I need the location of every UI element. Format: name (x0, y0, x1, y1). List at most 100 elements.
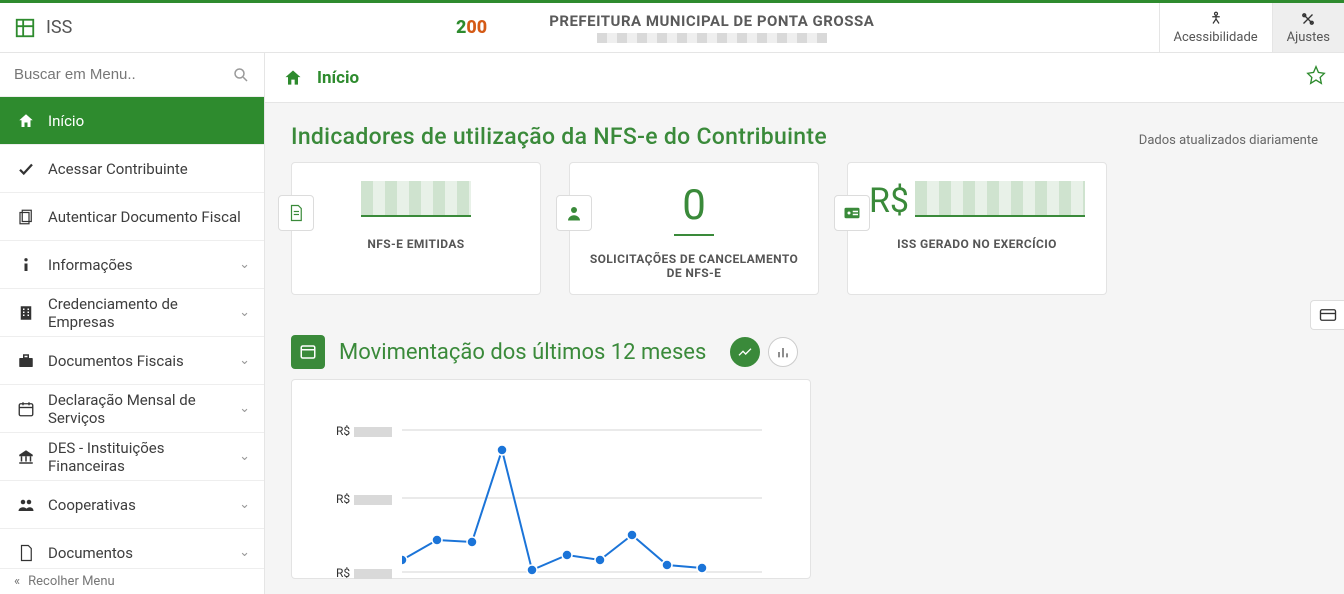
chevron-down-icon: ⌄ (239, 545, 250, 560)
sidebar-item-label: Autenticar Documento Fiscal (48, 208, 250, 226)
collapse-chevrons-icon: « (14, 574, 20, 589)
idcard-icon (834, 195, 870, 231)
card-icon (1319, 308, 1337, 322)
chart-box: R$ R$ R$ (291, 379, 811, 579)
chevron-down-icon: ⌄ (239, 401, 250, 416)
settings-label: Ajustes (1287, 30, 1330, 45)
indicators-header: Indicadores de utilização da NFS-e do Co… (291, 123, 1318, 150)
menu-search-input[interactable] (14, 66, 214, 83)
favorite-star[interactable] (1306, 65, 1326, 90)
sidebar-item-label: DES - Instituições Financeiras (48, 439, 239, 475)
breadcrumb-title: Início (317, 68, 359, 88)
header-left: ISS (0, 17, 265, 39)
chart-title: Movimentação dos últimos 12 meses (339, 340, 706, 365)
doc-icon (278, 195, 314, 231)
check-icon (14, 160, 38, 178)
files-icon (14, 208, 38, 226)
sidebar-item-4[interactable]: Credenciamento de Empresas⌄ (0, 289, 264, 337)
chart-toggle-group (730, 337, 798, 367)
chevron-down-icon: ⌄ (239, 497, 250, 512)
card-cancelamento[interactable]: 0 SOLICITAÇÕES DE CANCELAMENTO DE NFS-E (569, 162, 819, 295)
logo-part-b: 00 (466, 17, 487, 38)
sidebar-item-3[interactable]: Informações⌄ (0, 241, 264, 289)
card-nfse-emitidas[interactable]: NFS-E EMITIDAS (291, 162, 541, 295)
accessibility-button[interactable]: Acessibilidade (1160, 3, 1272, 52)
sidebar-item-label: Declaração Mensal de Serviços (48, 391, 239, 427)
bar-chart-icon (775, 344, 791, 360)
toggle-bar-chart[interactable] (768, 337, 798, 367)
chevron-down-icon: ⌄ (239, 257, 250, 272)
card-label: ISS GERADO NO EXERCÍCIO (866, 237, 1088, 251)
bank-icon (14, 448, 38, 466)
sidebar-item-0[interactable]: Início (0, 97, 264, 145)
line-chart-icon (737, 344, 753, 360)
home-icon (14, 112, 38, 130)
redacted-subtitle (597, 33, 827, 43)
sidebar-item-1[interactable]: Acessar Contribuinte (0, 145, 264, 193)
breadcrumb-bar: Início (265, 53, 1344, 103)
user-icon (556, 195, 592, 231)
metric-value: 0 (674, 181, 714, 236)
settings-button[interactable]: Ajustes (1272, 3, 1344, 52)
toggle-line-chart[interactable] (730, 337, 760, 367)
sidebar-item-label: Documentos Fiscais (48, 352, 239, 370)
sidebar-item-5[interactable]: Documentos Fiscais⌄ (0, 337, 264, 385)
breadcrumb-left: Início (283, 68, 359, 88)
y-axis-label: R$ (336, 492, 392, 506)
header: ISS 200 PREFEITURA MUNICIPAL DE PONTA GR… (0, 3, 1344, 53)
sidebar-item-label: Credenciamento de Empresas (48, 295, 239, 331)
chart-svg (402, 400, 762, 580)
doc-icon (14, 544, 38, 562)
sidebar-item-label: Documentos (48, 544, 239, 562)
chart-badge-icon (291, 335, 325, 369)
indicators-title: Indicadores de utilização da NFS-e do Co… (291, 123, 827, 150)
y-axis-label: R$ (336, 566, 392, 580)
sidebar-item-8[interactable]: Cooperativas⌄ (0, 481, 264, 529)
header-center: PREFEITURA MUNICIPAL DE PONTA GROSSA (265, 12, 1159, 43)
indicators-note: Dados atualizados diariamente (1139, 133, 1318, 148)
header-right: Acessibilidade Ajustes (1159, 3, 1344, 52)
floating-side-tab[interactable] (1310, 300, 1344, 330)
star-icon (1306, 65, 1326, 85)
search-icon (232, 66, 250, 84)
sidebar-menu: Início Acessar Contribuinte Autenticar Doc… (0, 97, 264, 594)
chevron-down-icon: ⌄ (239, 353, 250, 368)
y-axis-label: R$ (336, 424, 392, 438)
card-label: SOLICITAÇÕES DE CANCELAMENTO DE NFS-E (588, 252, 800, 280)
main-content: Indicadores de utilização da NFS-e do Co… (265, 103, 1344, 594)
chevron-down-icon: ⌄ (239, 305, 250, 320)
accessibility-label: Acessibilidade (1174, 30, 1258, 45)
sidebar-item-label: Início (48, 112, 250, 130)
accessibility-icon (1207, 10, 1225, 28)
calendar-icon (14, 400, 38, 418)
logo-part-a: 2 (456, 17, 466, 38)
sidebar: Início Acessar Contribuinte Autenticar Doc… (0, 53, 265, 594)
briefcase-icon (14, 352, 38, 370)
indicator-cards: NFS-E EMITIDAS 0 SOLICITAÇÕES DE CANCELA… (291, 162, 1318, 295)
card-iss-gerado[interactable]: R$ ISS GERADO NO EXERCÍCIO (847, 162, 1107, 295)
chart-header: Movimentação dos últimos 12 meses (291, 335, 1318, 369)
sidebar-item-label: Informações (48, 256, 239, 274)
org-title: PREFEITURA MUNICIPAL DE PONTA GROSSA (549, 12, 874, 30)
collapse-menu-label: Recolher Menu (28, 574, 115, 589)
building-icon (14, 304, 38, 322)
info-icon (14, 256, 38, 274)
logo-200: 200 (456, 17, 487, 38)
collapse-menu[interactable]: « Recolher Menu (0, 568, 264, 594)
app-label: ISS (46, 17, 72, 38)
metric-redacted (915, 181, 1085, 217)
menu-search-row (0, 53, 264, 97)
sidebar-item-6[interactable]: Declaração Mensal de Serviços⌄ (0, 385, 264, 433)
metric-prefix: R$ (869, 181, 909, 221)
chevron-down-icon: ⌄ (239, 449, 250, 464)
grid-icon (14, 17, 36, 39)
sidebar-item-7[interactable]: DES - Instituições Financeiras⌄ (0, 433, 264, 481)
card-label: NFS-E EMITIDAS (310, 237, 522, 251)
sidebar-item-2[interactable]: Autenticar Documento Fiscal (0, 193, 264, 241)
sidebar-item-label: Acessar Contribuinte (48, 160, 250, 178)
users-icon (14, 496, 38, 514)
home-icon (283, 68, 303, 88)
settings-icon (1299, 10, 1317, 28)
metric-redacted (361, 181, 471, 217)
sidebar-item-label: Cooperativas (48, 496, 239, 514)
